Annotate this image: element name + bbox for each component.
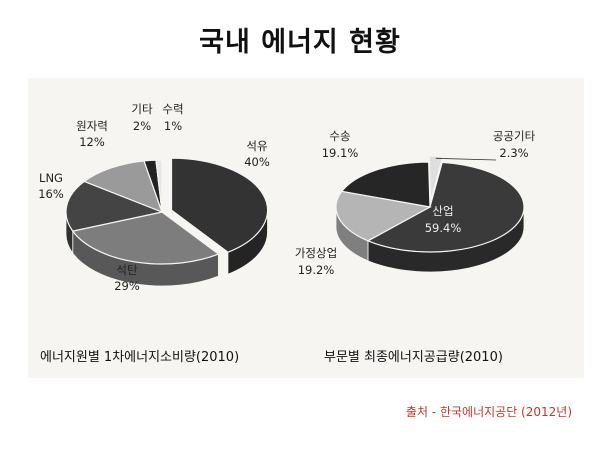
slice-name-label: 석탄 bbox=[116, 263, 138, 277]
pie-slice-공공기타 bbox=[428, 155, 444, 202]
chart-caption-final-energy: 부문별 최종에너지공급량(2010) bbox=[324, 350, 503, 365]
slice-value-label: 1% bbox=[164, 119, 182, 133]
pie-slice-수송 bbox=[340, 161, 431, 208]
pie-slice-LNG bbox=[65, 180, 165, 232]
source-note: 출처 - 한국에너지공단 (2012년) bbox=[405, 405, 572, 419]
page-title: 국내 에너지 현황 bbox=[199, 27, 401, 58]
slice-name-label: 산업 bbox=[432, 204, 453, 218]
slice-name-label: 석유 bbox=[246, 139, 267, 153]
pie-slice-수력 bbox=[155, 159, 163, 213]
slice-name-label: LNG bbox=[39, 171, 63, 185]
slice-value-label: 19.2% bbox=[298, 263, 335, 277]
slice-value-label: 16% bbox=[38, 187, 64, 201]
pie-slice-가정상업 bbox=[335, 190, 432, 242]
slice-name-label: 가정상업 bbox=[295, 246, 337, 260]
slice-value-label: 59.4% bbox=[425, 221, 462, 235]
slice-value-label: 2.3% bbox=[499, 146, 528, 160]
slice-name-label: 기타 bbox=[131, 102, 153, 116]
pie-slice-산업 bbox=[366, 161, 525, 253]
chart-caption-primary-energy: 에너지원별 1차에너지소비량(2010) bbox=[40, 350, 240, 365]
pie-chart-1: 석유 40% 석탄 29% LNG 16% 원자력 12% 기타 2% 수력 1% bbox=[38, 102, 270, 293]
slice-value-label: 2% bbox=[133, 119, 151, 133]
pie-slice-원자력 bbox=[83, 160, 164, 214]
slice-name-label: 공공기타 bbox=[493, 129, 536, 143]
slice-value-label: 29% bbox=[114, 279, 140, 293]
pie-slice-석유 bbox=[170, 157, 269, 253]
slice-value-label: 12% bbox=[79, 135, 105, 149]
pie-chart-2: 산업 59.4% 가정상업 19.2% 수송 19.1% 공공기타 2.3% bbox=[295, 129, 536, 277]
slice-name-label: 수송 bbox=[329, 129, 350, 143]
slice-name-label: 원자력 bbox=[76, 119, 108, 133]
leader-line-공공기타 bbox=[435, 157, 497, 161]
pie-slice-석탄 bbox=[71, 211, 220, 265]
slice-name-label: 수력 bbox=[162, 102, 183, 116]
slice-value-label: 19.1% bbox=[322, 146, 359, 160]
slice-value-label: 40% bbox=[244, 155, 270, 169]
